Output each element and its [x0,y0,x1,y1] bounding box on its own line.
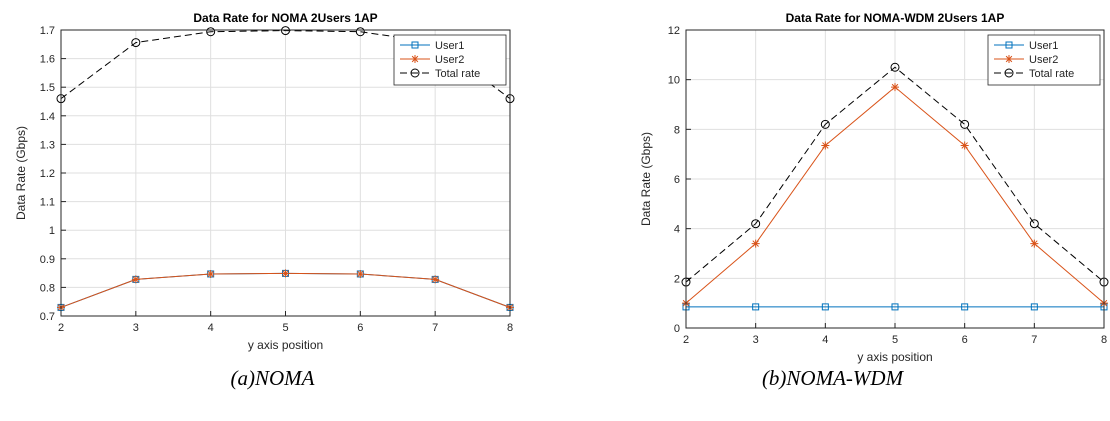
noma-wdm-line-total-rate [685,66,1105,283]
noma-legend-label: User2 [435,54,464,66]
noma-ytick-label: 0.9 [40,254,55,266]
noma-ytick-label: 1 [49,225,55,237]
noma-point-user2 [131,275,140,284]
noma-wdm-axes-box [685,29,1105,329]
chart-noma-plot: 2 3 4 5 6 7 8 0.7 0.8 0.9 1 1.1 1.2 1.3 1.4 1.5 1.6 1.7 Da… [14,11,515,352]
noma-wdm-xtick-label: 3 [753,334,759,346]
noma-wdm-ylabel: Data Rate (Gbps) [639,132,653,226]
noma-wdm-point-user1 [821,303,829,311]
noma-wdm-legend-label: User1 [1029,40,1058,52]
noma-xtick-label: 3 [133,322,139,334]
noma-wdm-ytick-label: 4 [674,224,680,236]
noma-wdm-point-total-rate [751,219,761,229]
caption-noma: (a)NOMA [230,366,315,390]
noma-title: Data Rate for NOMA 2Users 1AP [193,11,377,25]
noma-point-user2 [206,269,215,278]
noma-wdm-xtick-label: 8 [1101,334,1107,346]
noma-xtick-label: 6 [357,322,363,334]
noma-wdm-point-user1 [961,303,969,311]
noma-xtick-label: 8 [507,322,513,334]
noma-ytick-label: 1.6 [40,54,55,66]
noma-ytick-label: 1.4 [40,111,55,123]
noma-wdm-xtick-label: 4 [822,334,828,346]
noma-legend-marker [410,68,420,78]
noma-xtick-label: 2 [58,322,64,334]
noma-ytick-label: 0.8 [40,282,55,294]
noma-legend-label: Total rate [435,68,480,80]
noma-wdm-legend-marker [1005,41,1013,49]
noma-legend-marker [411,55,419,63]
noma-ylabel: Data Rate (Gbps) [14,126,28,220]
noma-wdm-ytick-label: 6 [674,174,680,186]
noma-wdm-xtick-label: 6 [962,334,968,346]
noma-legend-label: User1 [435,40,464,52]
noma-xtick-label: 7 [432,322,438,334]
noma-wdm-point-user1 [891,303,899,311]
noma-wdm-legend-label: User2 [1029,54,1058,66]
noma-ytick-label: 1.7 [40,25,55,37]
noma-wdm-xtick-label: 5 [892,334,898,346]
noma-ytick-label: 0.7 [40,311,55,323]
noma-wdm-ytick-label: 10 [668,75,680,87]
noma-xtick-label: 5 [282,322,288,334]
noma-legend: User1 User2 Total rate [393,34,507,86]
noma-wdm-point-user1 [752,303,760,311]
noma-wdm-point-total-rate [960,119,970,129]
noma-ytick-label: 1.3 [40,139,55,151]
noma-wdm-legend: User1 User2 Total rate [987,34,1101,86]
noma-wdm-series-user1 [682,303,1108,311]
noma-wdm-xtick-label: 7 [1031,334,1037,346]
noma-wdm-xtick-label: 2 [683,334,689,346]
noma-wdm-point-total-rate [1029,219,1039,229]
chart-noma-wdm: 2 3 4 5 6 7 8 0 2 4 6 8 10 12 Data Rate for NOMA-WDM 2… [555,0,1110,421]
noma-wdm-ytick-label: 2 [674,273,680,285]
noma-wdm-legend-marker [1004,68,1014,78]
noma-wdm-title: Data Rate for NOMA-WDM 2Users 1AP [786,11,1005,25]
chart-noma: 2 3 4 5 6 7 8 0.7 0.8 0.9 1 1.1 1.2 1.3 1.4 1.5 1.6 1.7 Da… [0,0,545,421]
noma-xlabel: y axis position [248,338,323,352]
noma-line-total-rate [60,30,511,100]
noma-point-user2 [431,275,440,284]
noma-point-total-rate [131,38,141,48]
noma-point-total-rate [206,27,216,37]
noma-wdm-ytick-label: 0 [674,323,680,335]
noma-wdm-point-user2 [960,141,969,150]
noma-wdm-point-total-rate [890,62,900,72]
noma-xtick-label: 4 [208,322,214,334]
caption-noma-wdm: (b)NOMA-WDM [761,366,904,390]
noma-ytick-label: 1.2 [40,168,55,180]
noma-wdm-ytick-label: 8 [674,124,680,136]
noma-wdm-legend-label: Total rate [1029,68,1074,80]
noma-point-user2 [281,269,290,278]
noma-axes-box [60,29,511,317]
noma-wdm-legend-marker [1005,55,1013,63]
noma-wdm-point-user2 [751,239,760,248]
noma-wdm-point-user2 [1030,239,1039,248]
noma-point-total-rate [355,27,365,37]
noma-ytick-label: 1.5 [40,82,55,94]
noma-point-user2 [356,269,365,278]
noma-legend-marker [411,41,419,49]
noma-wdm-point-user2 [821,141,830,150]
noma-wdm-ytick-label: 12 [668,25,680,37]
noma-wdm-point-user2 [891,83,899,92]
noma-wdm-xlabel: y axis position [857,350,932,364]
noma-wdm-point-total-rate [820,119,830,129]
noma-ytick-label: 1.1 [40,197,55,209]
noma-point-total-rate [281,26,290,36]
noma-wdm-point-user1 [1030,303,1038,311]
